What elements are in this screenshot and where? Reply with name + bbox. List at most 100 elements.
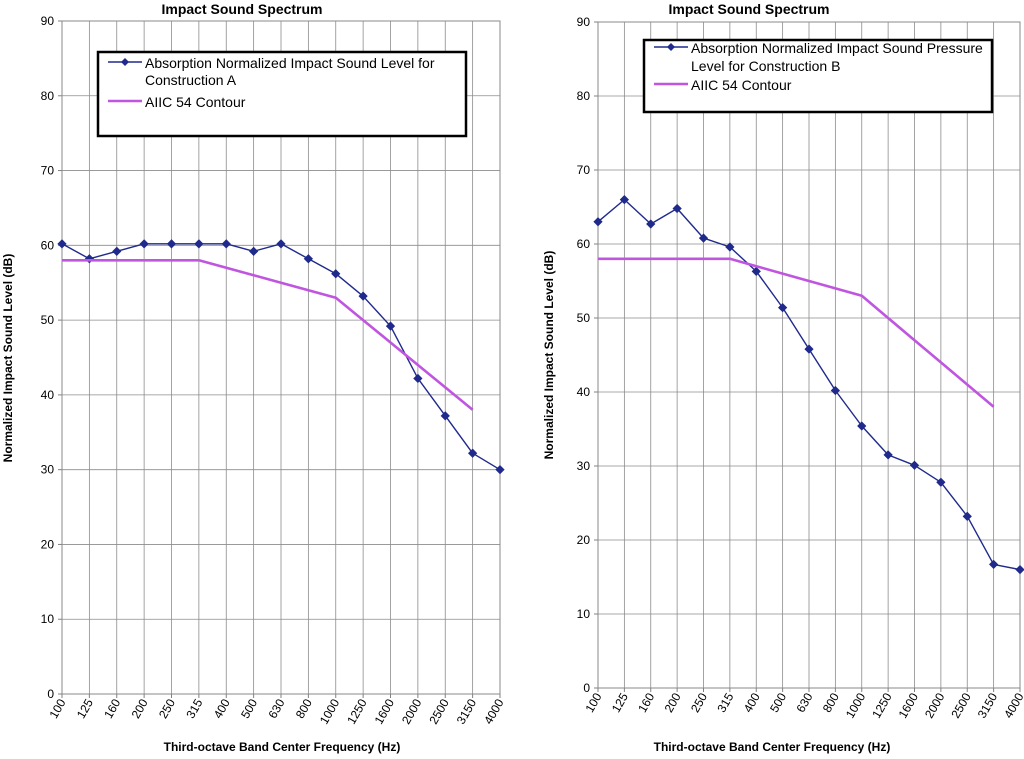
- y-tick-label: 30: [41, 463, 55, 477]
- y-tick-label: 0: [47, 687, 54, 701]
- x-tick-label: 1000: [843, 690, 869, 720]
- x-tick-label: 250: [156, 696, 178, 721]
- data-point-marker: [358, 291, 368, 301]
- data-point-marker: [112, 246, 122, 256]
- y-tick-label: 90: [577, 15, 591, 29]
- y-tick-label: 50: [577, 311, 591, 325]
- y-axis-title: Normalized Impact Sound Level (dB): [542, 251, 556, 460]
- y-tick-label: 30: [577, 459, 591, 473]
- y-tick-label: 60: [577, 237, 591, 251]
- legend-label-measured: Construction A: [145, 72, 237, 88]
- x-tick-label: 630: [793, 690, 815, 715]
- data-point-marker: [857, 421, 867, 431]
- x-tick-label: 160: [635, 690, 657, 715]
- data-point-marker: [593, 217, 603, 227]
- y-tick-label: 50: [41, 313, 55, 327]
- data-point-marker: [725, 242, 735, 252]
- chart-right: Impact Sound Spectrum 0 10 20 30 40 50 60 70 80 90…: [542, 1, 1024, 754]
- x-axis-title: Third-octave Band Center Frequency (Hz): [654, 740, 891, 754]
- x-tick-label: 400: [741, 690, 763, 715]
- legend-marker-measured: [121, 58, 129, 66]
- data-point-marker: [495, 465, 505, 475]
- x-tick-label: 1000: [317, 696, 343, 726]
- x-tick-label: 125: [609, 690, 631, 715]
- x-tick-label: 3150: [975, 690, 1001, 720]
- data-point-marker: [139, 239, 149, 249]
- y-tick-label: 60: [41, 238, 55, 252]
- y-tick-label: 10: [41, 612, 55, 626]
- data-point-marker: [276, 239, 286, 249]
- chart-title: Impact Sound Spectrum: [161, 1, 322, 17]
- x-tick-label: 315: [714, 690, 736, 715]
- data-point-marker: [698, 233, 709, 243]
- y-tick-label: 80: [577, 89, 591, 103]
- y-tick-label: 0: [583, 681, 590, 695]
- legend-marker-measured: [667, 43, 675, 51]
- y-tick-label: 10: [577, 607, 591, 621]
- legend-box: [642, 38, 994, 114]
- x-tick-label: 2500: [426, 696, 452, 726]
- data-point-marker: [989, 559, 999, 570]
- x-tick-label: 500: [767, 690, 789, 715]
- chart-title: Impact Sound Spectrum: [668, 1, 829, 17]
- legend-label-measured: Absorption Normalized Impact Sound Press…: [691, 40, 983, 56]
- data-point-marker: [84, 254, 94, 264]
- legend-box: [96, 50, 468, 138]
- legend-label-measured: Level for Construction B: [691, 58, 840, 74]
- x-tick-label: 125: [74, 696, 96, 721]
- x-tick-label: 200: [129, 696, 151, 721]
- series-line-contour: [598, 257, 995, 408]
- x-tick-label: 4000: [1001, 690, 1024, 720]
- x-tick-label: 630: [265, 696, 287, 721]
- data-point-marker: [751, 266, 761, 277]
- legend-label-contour: AIIC 54 Contour: [691, 77, 792, 93]
- y-tick-label: 80: [41, 89, 55, 103]
- x-tick-label: 800: [820, 690, 842, 715]
- x-tick-label: 500: [238, 696, 260, 721]
- data-point-marker: [385, 321, 396, 331]
- data-point-marker: [221, 239, 231, 249]
- data-point-marker: [166, 239, 177, 249]
- x-tick-label: 2000: [922, 690, 948, 720]
- data-point-marker: [619, 194, 629, 205]
- y-tick-label: 70: [41, 164, 55, 178]
- x-tick-label: 1600: [896, 690, 922, 720]
- x-tick-label: 4000: [481, 696, 507, 726]
- data-point-marker: [194, 239, 204, 249]
- data-point-marker: [883, 450, 893, 460]
- data-point-marker: [804, 344, 814, 354]
- x-tick-label: 160: [101, 696, 123, 721]
- x-tick-label: 200: [662, 690, 684, 715]
- data-point-marker: [778, 303, 788, 313]
- data-point-marker: [303, 254, 313, 264]
- x-tick-label: 400: [211, 696, 233, 721]
- legend-label-measured: Absorption Normalized Impact Sound Level…: [145, 55, 435, 71]
- data-point-marker: [962, 511, 972, 521]
- y-tick-label: 90: [41, 14, 55, 28]
- data-point-marker: [909, 460, 920, 470]
- y-tick-label: 20: [41, 537, 55, 551]
- series-line-contour: [62, 259, 474, 411]
- x-tick-label: 1250: [869, 690, 895, 720]
- data-point-marker: [440, 411, 450, 421]
- data-point-marker: [413, 373, 423, 384]
- y-tick-label: 40: [577, 385, 591, 399]
- data-point-marker: [672, 203, 682, 214]
- data-point-marker: [936, 477, 946, 487]
- data-point-marker: [646, 219, 656, 229]
- chart-left: Impact Sound Spectrum 0 10 20 30 40 50 60 70 80 90…: [1, 1, 507, 754]
- x-tick-label: 3150: [454, 696, 480, 726]
- legend-label-contour: AIIC 54 Contour: [145, 94, 246, 110]
- x-tick-label: 800: [293, 696, 315, 721]
- x-tick-label: 2500: [948, 690, 974, 720]
- x-tick-label: 2000: [399, 696, 425, 726]
- x-tick-label: 1600: [372, 696, 398, 726]
- x-axis-title: Third-octave Band Center Frequency (Hz): [164, 740, 401, 754]
- y-tick-label: 20: [577, 533, 591, 547]
- data-point-marker: [331, 269, 341, 279]
- y-tick-label: 40: [41, 388, 55, 402]
- x-tick-label: 315: [183, 696, 205, 721]
- x-tick-label: 1250: [344, 696, 370, 726]
- data-point-marker: [468, 448, 478, 458]
